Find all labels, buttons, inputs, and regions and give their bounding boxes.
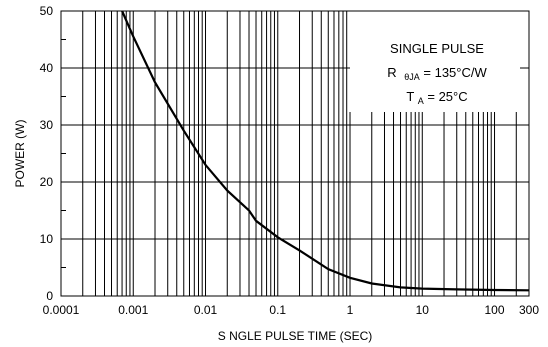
x-tick-label: 0.001	[118, 303, 148, 317]
y-tick-label: 20	[40, 175, 54, 189]
annotation-background	[350, 30, 520, 112]
y-tick-label: 50	[40, 4, 54, 18]
x-tick-label: 300	[519, 303, 539, 317]
x-tick-label: 10	[416, 303, 430, 317]
annotation-r-subscript: θJA	[404, 72, 420, 82]
annotation-t-value: = 25°C	[427, 89, 467, 104]
annotation-thermal-resistance: R θJA = 135°C/W	[387, 65, 487, 83]
annotation-t-subscript: A	[418, 96, 424, 106]
annotation-r-value: = 135°C/W	[423, 65, 487, 80]
y-tick-label: 0	[46, 289, 53, 303]
x-tick-label: 0.01	[194, 303, 218, 317]
y-tick-label: 40	[40, 61, 54, 75]
annotation-single-pulse: SINGLE PULSE	[390, 41, 484, 56]
conditions-annotation: SINGLE PULSE R θJA = 135°C/W T A = 25°C	[350, 30, 520, 112]
y-axis-tick-labels: 0 10 20 30 40 50	[40, 4, 54, 303]
grid-lines	[61, 11, 529, 296]
annotation-ambient-temp: T A = 25°C	[406, 89, 467, 107]
y-tick-label: 30	[40, 118, 54, 132]
x-tick-label: 100	[485, 303, 505, 317]
y-tick-label: 10	[40, 232, 54, 246]
y-axis-label: POWER (W)	[13, 120, 27, 188]
x-tick-label: 0.0001	[43, 303, 80, 317]
power-curve-line	[121, 10, 530, 292]
plot-frame	[60, 10, 530, 297]
x-tick-label: 0.1	[269, 303, 286, 317]
x-axis-tick-labels: 0.0001 0.001 0.01 0.1 1 10 100 300	[43, 303, 540, 317]
x-axis-label: S NGLE PULSE TIME (SEC)	[218, 329, 372, 343]
x-tick-label: 1	[347, 303, 354, 317]
annotation-t-symbol: T	[406, 89, 414, 104]
annotation-r-symbol: R	[387, 65, 396, 80]
